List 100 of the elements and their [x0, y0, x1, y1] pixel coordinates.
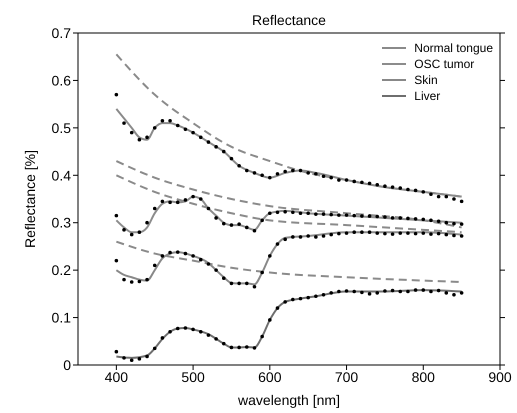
legend-label: Liver	[414, 88, 440, 104]
point	[245, 345, 249, 349]
point	[260, 334, 264, 338]
y-tick-label: 0.5	[52, 120, 72, 136]
point	[191, 254, 195, 258]
x-tick-label: 700	[334, 368, 358, 385]
y-axis-title: Reflectance [%]	[22, 150, 38, 248]
point	[114, 350, 118, 354]
point	[337, 178, 341, 182]
point	[138, 357, 142, 361]
point	[168, 330, 172, 334]
y-tick-label: 0	[63, 356, 72, 373]
point	[283, 300, 287, 304]
point	[268, 211, 272, 216]
point	[176, 326, 180, 330]
x-tick-label: 500	[181, 368, 205, 385]
point	[168, 200, 172, 204]
point	[206, 140, 210, 144]
point	[252, 171, 256, 175]
point	[252, 228, 256, 233]
point	[198, 136, 203, 140]
point	[230, 223, 234, 227]
y-tick-label: 0.2	[52, 262, 72, 278]
point	[352, 180, 356, 184]
point	[383, 215, 387, 219]
point	[337, 290, 341, 294]
point	[383, 289, 387, 293]
point	[206, 333, 210, 337]
x-tick-label: 900	[488, 368, 512, 385]
point	[184, 252, 188, 256]
point	[322, 293, 326, 297]
point	[237, 282, 241, 286]
point	[344, 231, 348, 235]
point	[283, 170, 287, 174]
point	[214, 268, 218, 272]
point	[436, 288, 440, 292]
point	[390, 216, 394, 220]
point	[390, 288, 394, 292]
point	[375, 231, 380, 235]
point	[145, 136, 149, 140]
point	[460, 291, 464, 295]
y-tick-label: 0.7	[52, 24, 72, 41]
point	[314, 212, 318, 216]
point	[252, 284, 256, 289]
point	[390, 185, 394, 189]
point	[375, 214, 380, 218]
point	[436, 232, 440, 236]
y-tick-label: 0.3	[52, 214, 72, 231]
point	[237, 222, 241, 226]
point	[245, 226, 249, 230]
point	[191, 194, 195, 198]
point	[406, 188, 410, 192]
point	[452, 234, 456, 238]
x-tick-label: 600	[258, 368, 282, 385]
point	[322, 234, 326, 238]
point	[230, 282, 234, 286]
point	[191, 130, 195, 134]
point	[429, 232, 433, 236]
point	[421, 288, 426, 292]
point	[114, 258, 118, 262]
point	[406, 216, 410, 220]
point	[230, 156, 234, 160]
point	[322, 212, 326, 216]
point	[444, 232, 448, 236]
point	[398, 231, 402, 235]
point	[429, 290, 433, 294]
point	[360, 230, 364, 234]
point	[237, 346, 241, 350]
point	[252, 346, 256, 350]
point	[375, 182, 380, 187]
point	[138, 280, 142, 284]
point	[444, 194, 448, 198]
point	[206, 262, 210, 266]
point	[390, 232, 394, 236]
point	[122, 228, 126, 232]
point	[145, 278, 149, 282]
point	[138, 138, 142, 142]
point	[283, 238, 287, 242]
point	[198, 258, 203, 262]
point	[352, 290, 356, 294]
point	[152, 206, 157, 210]
point	[329, 212, 333, 216]
point	[291, 298, 295, 302]
point	[444, 291, 448, 295]
point	[314, 235, 318, 239]
point	[421, 218, 426, 222]
point	[230, 346, 234, 350]
point	[368, 214, 372, 218]
legend-label: OSC tumor	[414, 56, 474, 72]
point	[337, 232, 341, 236]
point	[222, 222, 226, 226]
point	[283, 210, 287, 214]
point	[214, 337, 218, 341]
point	[260, 218, 264, 222]
point	[460, 222, 464, 226]
point	[222, 276, 226, 280]
point	[198, 330, 203, 334]
point	[160, 254, 164, 258]
point	[198, 197, 203, 201]
y-tick-label: 0.1	[52, 310, 72, 326]
